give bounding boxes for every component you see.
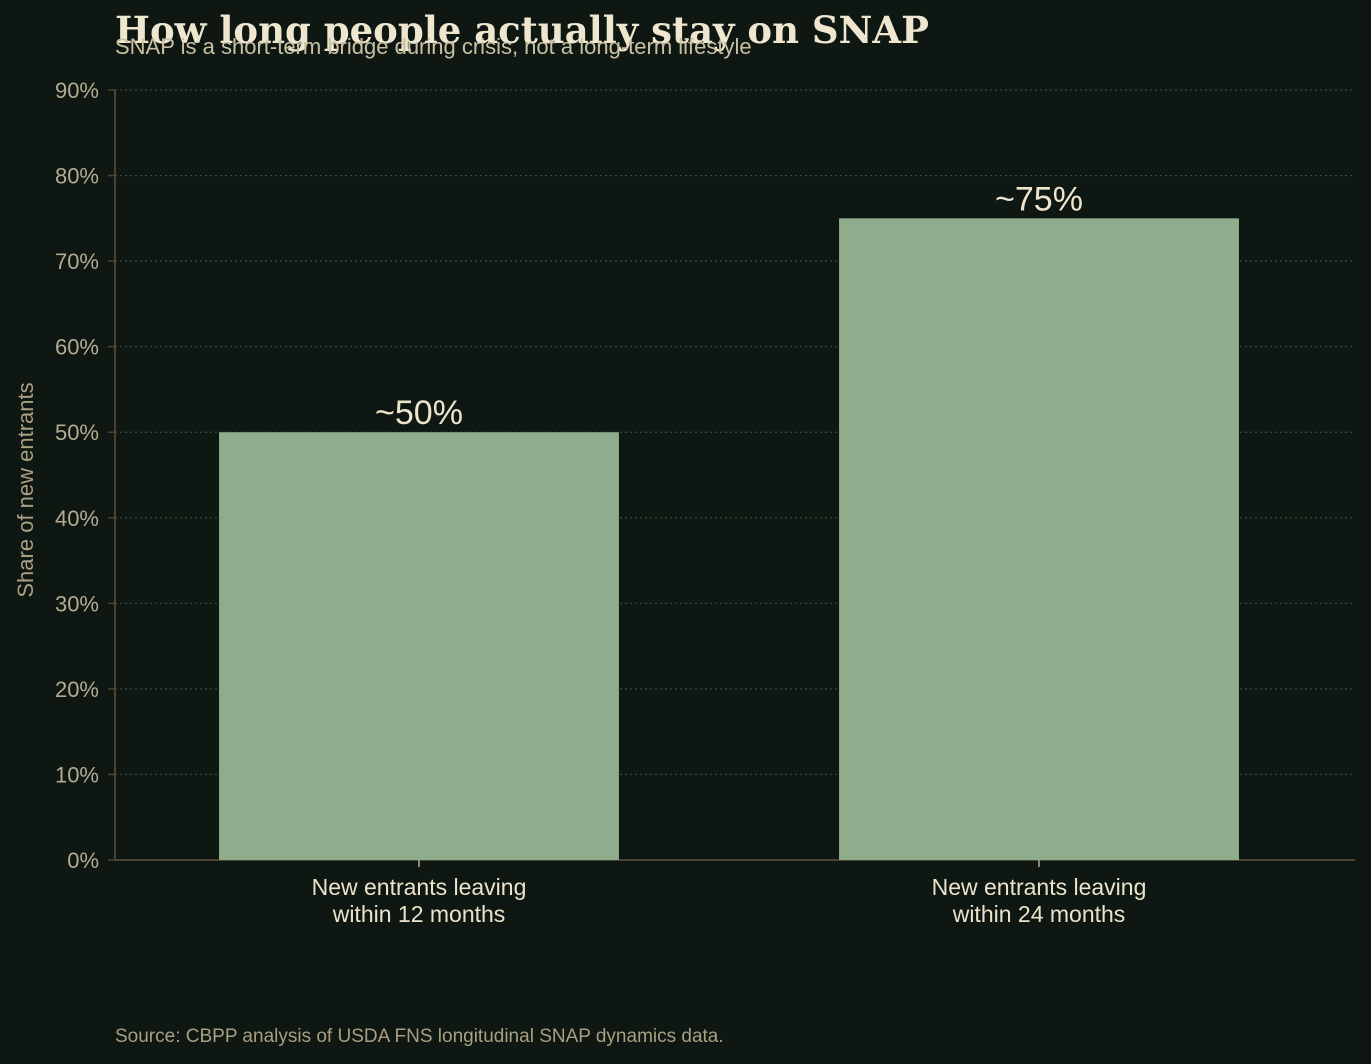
- bar: [219, 432, 619, 860]
- chart-title: How long people actually stay on SNAP: [115, 8, 929, 52]
- chart-subtitle: SNAP is a short-term bridge during crisi…: [115, 34, 752, 59]
- y-tick-label: 60%: [55, 335, 99, 360]
- y-tick-label: 10%: [55, 762, 99, 787]
- y-tick-label: 40%: [55, 506, 99, 531]
- y-tick-label: 20%: [55, 677, 99, 702]
- category-label: New entrants leaving within 12 months: [312, 874, 527, 927]
- data-label: ~75%: [995, 180, 1083, 218]
- y-tick-label: 50%: [55, 420, 99, 445]
- y-tick-label: 80%: [55, 164, 99, 189]
- data-label: ~50%: [375, 394, 463, 432]
- y-tick-label: 90%: [55, 78, 99, 103]
- y-axis-title: Share of new entrants: [13, 382, 38, 597]
- y-tick-label: 0%: [67, 848, 99, 873]
- y-tick-label: 30%: [55, 591, 99, 616]
- y-tick-label: 70%: [55, 249, 99, 274]
- category-label: New entrants leaving within 24 months: [932, 874, 1147, 927]
- source-note: Source: CBPP analysis of USDA FNS longit…: [115, 1026, 724, 1047]
- bar: [839, 218, 1239, 861]
